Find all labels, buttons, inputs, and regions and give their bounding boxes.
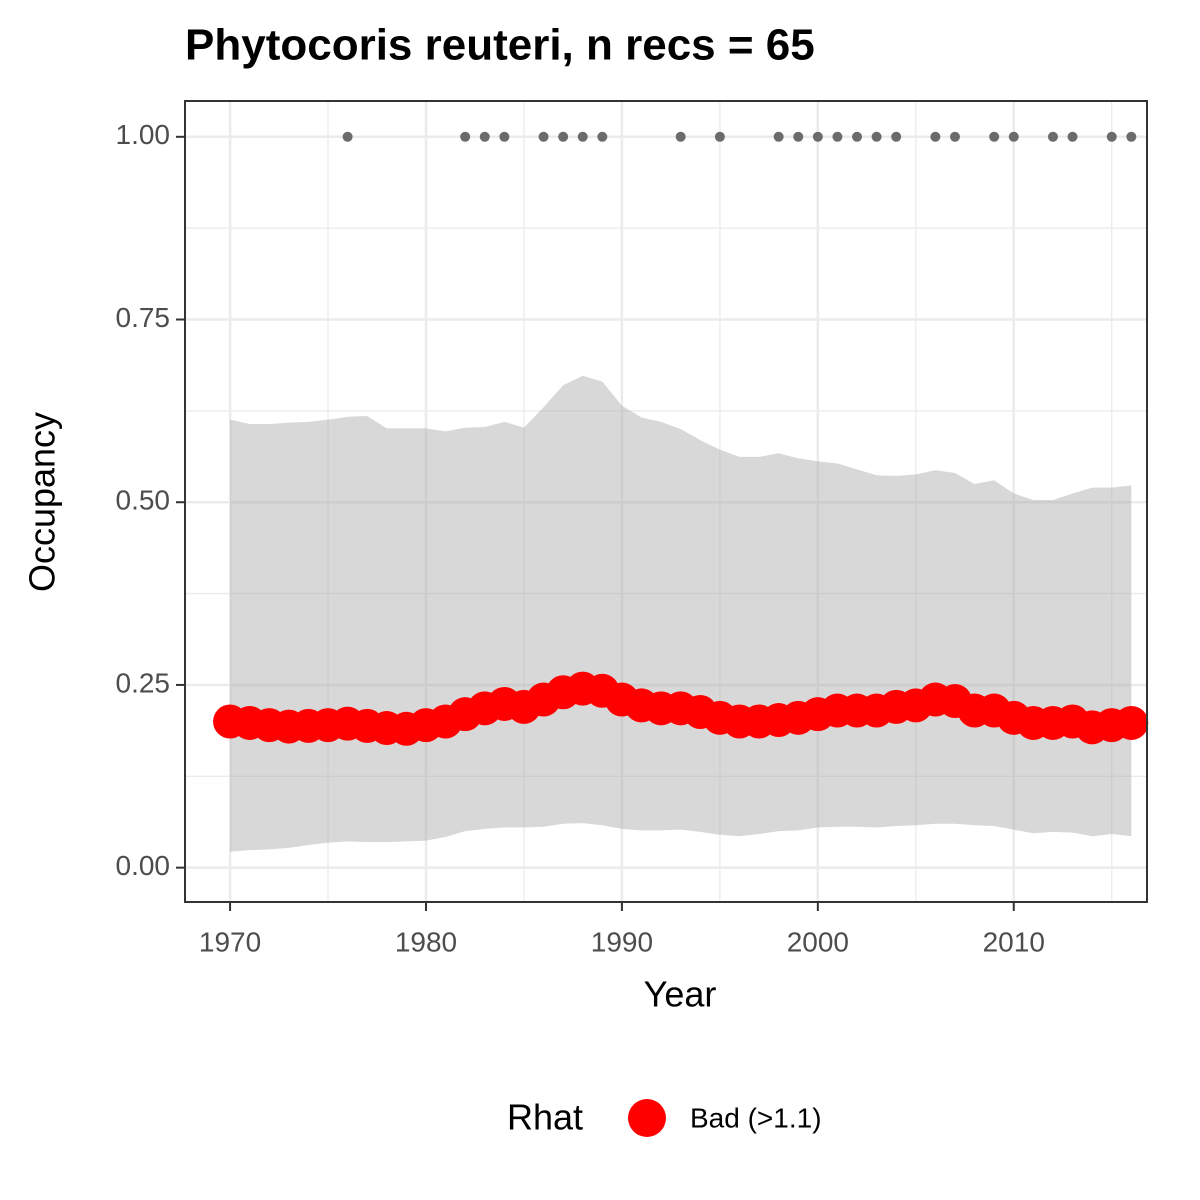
legend-key (628, 1099, 666, 1137)
x-tick-label: 2000 (787, 926, 849, 957)
x-tick-label: 2010 (983, 926, 1045, 957)
panel-border (184, 100, 1148, 903)
trend-point (1114, 705, 1149, 740)
record-point (852, 131, 863, 142)
record-point (1008, 131, 1019, 142)
x-axis-title: Year (644, 974, 717, 1015)
record-point (342, 131, 353, 142)
y-tick-label: 0.75 (116, 302, 171, 333)
record-point (499, 131, 510, 142)
record-point (930, 131, 941, 142)
record-point (675, 131, 686, 142)
record-point (832, 131, 843, 142)
record-point (479, 131, 490, 142)
x-tick-label: 1970 (199, 926, 261, 957)
record-point (577, 131, 588, 142)
record-point (949, 131, 960, 142)
y-tick-label: 0.50 (116, 485, 171, 516)
record-point (871, 131, 882, 142)
record-point (1106, 131, 1117, 142)
legend-title: Rhat (507, 1097, 583, 1138)
record-point (1067, 131, 1078, 142)
record-point (773, 131, 784, 142)
legend-label: Bad (>1.1) (690, 1102, 822, 1133)
y-tick-label: 0.00 (116, 850, 171, 881)
x-tick-label: 1980 (395, 926, 457, 957)
x-tick-label: 1990 (591, 926, 653, 957)
record-point (812, 131, 823, 142)
y-tick-label: 1.00 (116, 119, 171, 150)
y-tick-label: 0.25 (116, 667, 171, 698)
record-point (597, 131, 608, 142)
record-point (1126, 131, 1137, 142)
y-axis-title: Occupancy (22, 412, 63, 592)
record-point (714, 131, 725, 142)
record-point (1047, 131, 1058, 142)
record-point (989, 131, 1000, 142)
record-point (793, 131, 804, 142)
record-point (558, 131, 569, 142)
record-point (891, 131, 902, 142)
chart-title: Phytocoris reuteri, n recs = 65 (185, 21, 815, 70)
record-point (460, 131, 471, 142)
record-point (538, 131, 549, 142)
